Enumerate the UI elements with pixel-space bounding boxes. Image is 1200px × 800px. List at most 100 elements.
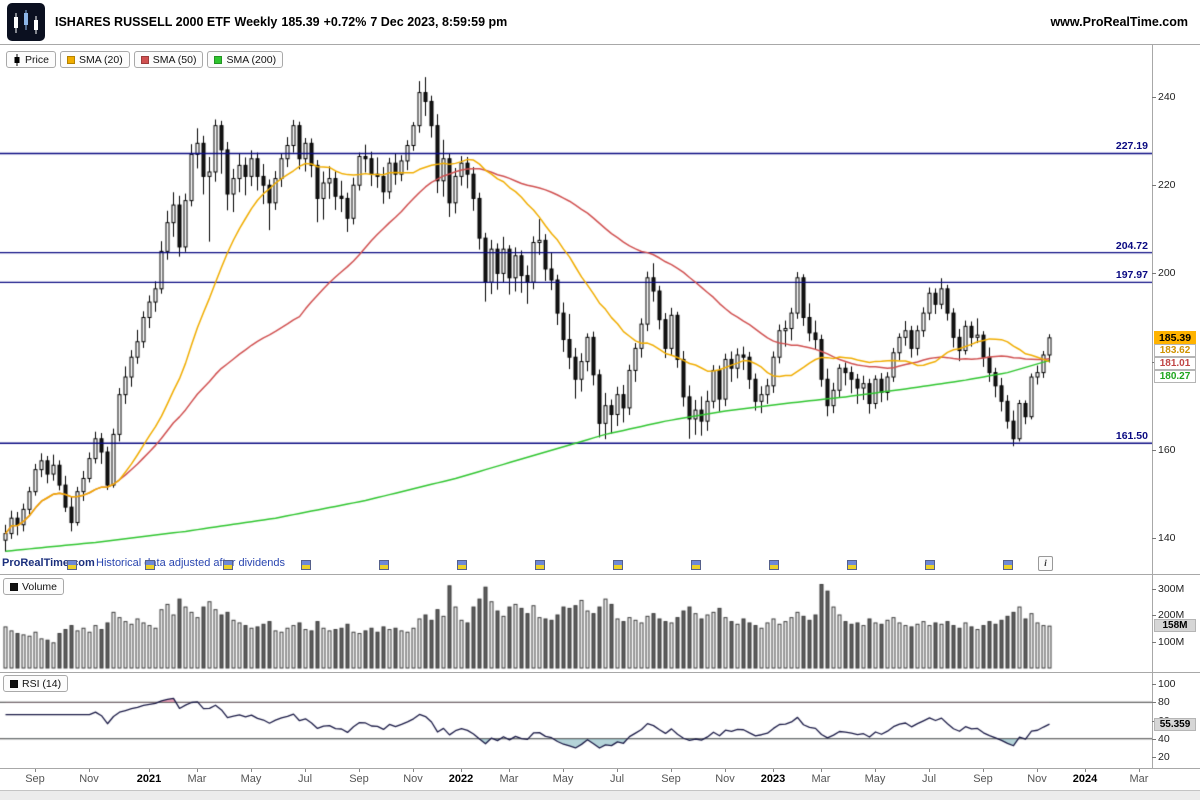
info-icon[interactable]: i xyxy=(1038,556,1053,571)
x-axis-label-jul: Jul xyxy=(921,773,937,785)
dividend-marker-icon[interactable] xyxy=(925,560,935,570)
volume-axis-tick: 200M xyxy=(1158,609,1185,621)
horizontal-scrollbar-track[interactable] xyxy=(0,790,1200,800)
x-axis-tickmark xyxy=(875,769,876,772)
x-axis-label-mar: Mar xyxy=(811,773,831,785)
sma200-swatch xyxy=(214,55,223,64)
volume-axis-tickmark xyxy=(1152,641,1156,643)
dividend-marker-icon[interactable] xyxy=(223,560,233,570)
x-axis-label-sep: Sep xyxy=(25,773,45,785)
ma-value-box: 181.01 xyxy=(1154,356,1196,370)
x-axis-tickmark xyxy=(821,769,822,772)
price-level-label: 204.72 xyxy=(1115,239,1148,252)
price-level-label: 227.19 xyxy=(1115,140,1148,153)
legend-sma50-chip[interactable]: SMA (50) xyxy=(133,51,204,68)
x-axis-tickmark xyxy=(563,769,564,772)
price-axis-divider xyxy=(1152,45,1153,769)
x-axis-label-may: May xyxy=(240,773,262,785)
volume-axis-tickmark xyxy=(1152,588,1156,590)
rsi-axis-tickmark xyxy=(1152,702,1156,704)
volume-chart-canvas[interactable] xyxy=(0,575,1152,672)
price-level-label: 197.97 xyxy=(1115,269,1148,282)
rsi-axis-tickmark xyxy=(1152,738,1156,740)
legend-sma200-chip[interactable]: SMA (200) xyxy=(207,51,284,68)
price-axis-tick: 140 xyxy=(1158,532,1176,544)
prorealtime-logo-icon xyxy=(7,3,45,41)
price-axis-tickmark xyxy=(1152,185,1156,187)
price-axis-tickmark xyxy=(1152,97,1156,98)
legend-sma20-label: SMA (20) xyxy=(78,53,123,66)
x-axis-label-may: May xyxy=(864,773,886,785)
sma20-swatch xyxy=(66,55,75,64)
price-axis-tickmark xyxy=(1152,449,1156,451)
x-axis-label-2023: 2023 xyxy=(760,773,786,785)
x-axis-tickmark xyxy=(725,769,726,772)
rsi-chart-canvas[interactable] xyxy=(0,673,1152,768)
website-link[interactable]: www.ProRealTime.com xyxy=(1050,15,1188,29)
symbol-name: ISHARES RUSSELL 2000 ETF xyxy=(55,15,231,29)
last-price-text: 185.39 xyxy=(281,15,320,29)
dividend-marker-icon[interactable] xyxy=(769,560,779,570)
timeframe-label: Weekly xyxy=(234,15,278,29)
ma-value-box: 180.27 xyxy=(1154,369,1196,383)
volume-panel-chip[interactable]: Volume xyxy=(3,578,65,595)
x-axis-tickmark xyxy=(461,769,462,772)
prorealtime-watermark: ProRealTime.com xyxy=(2,557,95,569)
x-axis-label-sep: Sep xyxy=(973,773,993,785)
legend-price-label: Price xyxy=(25,53,49,66)
chart-title: ISHARES RUSSELL 2000 ETF Weekly 185.39 +0.7… xyxy=(55,15,511,29)
last-price-box: 185.39 xyxy=(1154,330,1196,344)
legend-bar: Price SMA (20) SMA (50) SMA (200) xyxy=(6,51,284,68)
x-axis-label-mar: Mar xyxy=(499,773,519,785)
rsi-panel-chip[interactable]: RSI (14) xyxy=(3,675,69,692)
x-axis-tickmark xyxy=(671,769,672,772)
volume-axis-tick: 300M xyxy=(1158,582,1185,595)
volume-panel-label: Volume xyxy=(22,580,58,593)
legend-sma20-chip[interactable]: SMA (20) xyxy=(59,51,130,68)
dividend-marker-icon[interactable] xyxy=(457,560,467,570)
rsi-timeaxis-divider xyxy=(0,768,1200,769)
x-axis-label-nov: Nov xyxy=(1027,773,1047,785)
volume-axis-tick: 100M xyxy=(1158,635,1185,648)
x-axis-tickmark xyxy=(305,769,306,772)
price-axis-tick: 200 xyxy=(1158,267,1176,280)
dividend-marker-icon[interactable] xyxy=(535,560,545,570)
x-axis-tickmark xyxy=(251,769,252,772)
volume-icon xyxy=(10,582,18,591)
price-axis-tickmark xyxy=(1152,273,1156,275)
x-axis-label-mar: Mar xyxy=(187,773,207,785)
dividend-marker-icon[interactable] xyxy=(691,560,701,570)
x-axis-tickmark xyxy=(359,769,360,772)
dividend-marker-icon[interactable] xyxy=(145,560,155,570)
price-axis-tick: 160 xyxy=(1158,443,1176,456)
price-candle-icon xyxy=(14,53,20,66)
change-percent-text: +0.72% xyxy=(323,15,367,29)
legend-sma200-label: SMA (200) xyxy=(226,53,277,66)
x-axis-tickmark xyxy=(509,769,510,772)
dividend-marker-icon[interactable] xyxy=(301,560,311,570)
time-axis-strip[interactable] xyxy=(0,769,1200,790)
x-axis-label-2021: 2021 xyxy=(136,773,162,785)
x-axis-tickmark xyxy=(1085,769,1086,772)
dividend-marker-icon[interactable] xyxy=(1003,560,1013,570)
quote-datetime: 7 Dec 2023, 8:59:59 pm xyxy=(370,15,508,29)
x-axis-label-jul: Jul xyxy=(297,773,313,785)
legend-price-chip[interactable]: Price xyxy=(6,51,56,68)
dividend-marker-icon[interactable] xyxy=(379,560,389,570)
price-chart-canvas[interactable] xyxy=(0,72,1152,556)
dividend-marker-icon[interactable] xyxy=(613,560,623,570)
x-axis-tickmark xyxy=(1139,769,1140,772)
rsi-axis-tick: 40 xyxy=(1158,732,1170,745)
x-axis-tickmark xyxy=(413,769,414,772)
x-axis-label-2022: 2022 xyxy=(448,773,474,785)
dividend-marker-icon[interactable] xyxy=(67,560,77,570)
dividend-marker-icon[interactable] xyxy=(847,560,857,570)
rsi-panel-label: RSI (14) xyxy=(22,677,62,690)
x-axis-tickmark xyxy=(929,769,930,772)
legend-sma50-label: SMA (50) xyxy=(152,53,197,66)
x-axis-tickmark xyxy=(617,769,618,772)
x-axis-tickmark xyxy=(149,769,150,772)
x-axis-label-2024: 2024 xyxy=(1072,773,1098,785)
rsi-current-box: 55.359 xyxy=(1154,717,1196,731)
rsi-axis-tick: 20 xyxy=(1158,751,1170,763)
